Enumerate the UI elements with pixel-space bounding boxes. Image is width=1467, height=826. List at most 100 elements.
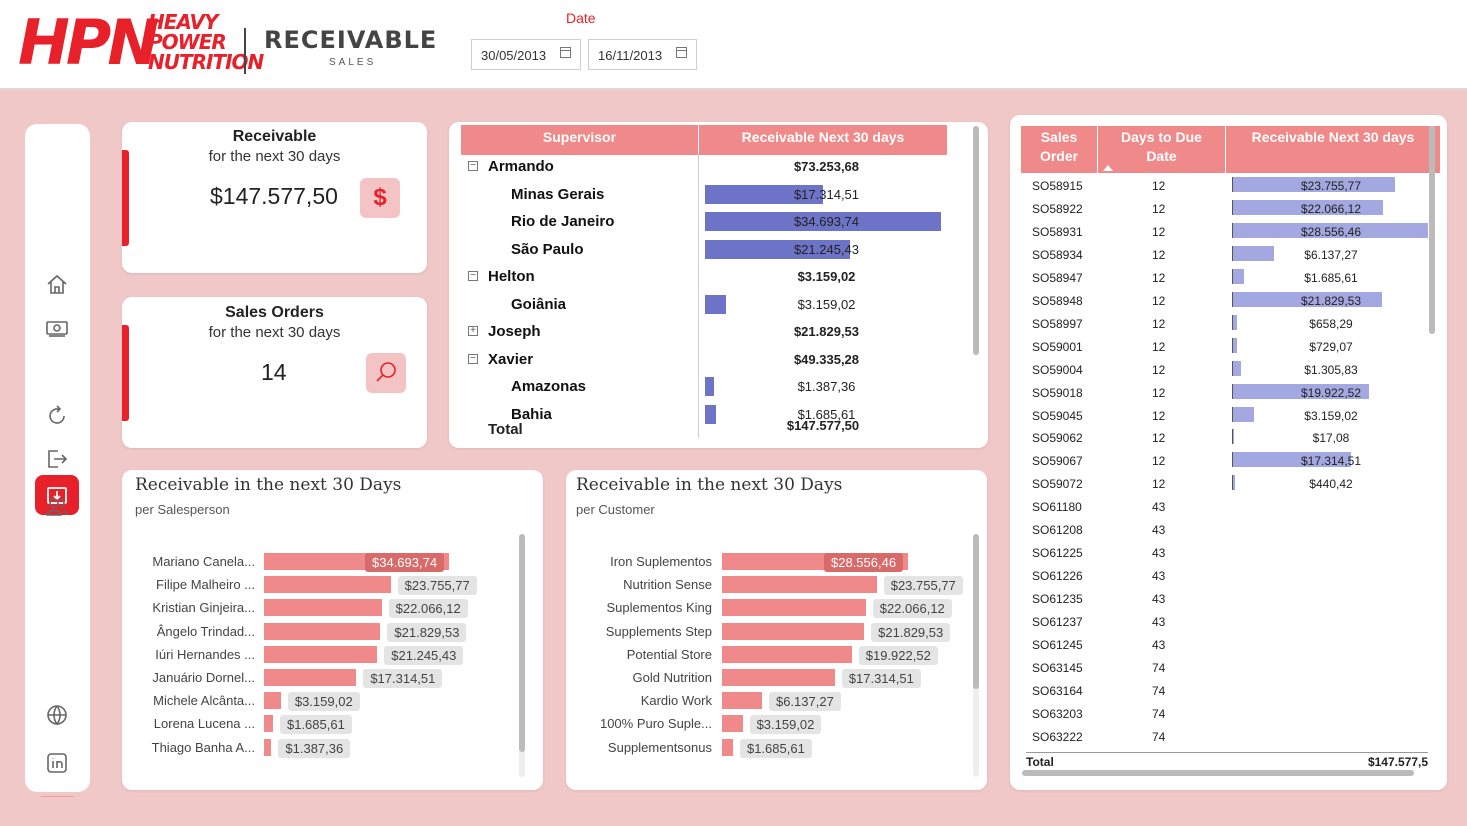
table-row[interactable]: SO63145 74	[1032, 658, 1430, 681]
table-row[interactable]: SO58931 12 $28.556,46	[1032, 222, 1430, 245]
table-row[interactable]: SO59004 12 $1.305,83	[1032, 360, 1430, 383]
matrix-child-row[interactable]: Goiânia $3.159,02	[461, 292, 947, 319]
chart-bar[interactable]	[264, 669, 357, 686]
table-row[interactable]: SO59018 12 $19.922,52	[1032, 383, 1430, 406]
chart-bar[interactable]	[264, 692, 281, 710]
matrix-header-supervisor[interactable]: Supervisor	[461, 125, 698, 155]
chart-bar[interactable]	[722, 738, 733, 756]
home-icon[interactable]	[44, 272, 70, 298]
matrix-child-row[interactable]: Minas Gerais $17.314,51	[461, 182, 947, 209]
table-row[interactable]: SO63164 74	[1032, 681, 1430, 704]
table-row[interactable]: SO58915 12 $23.755,77	[1032, 176, 1430, 199]
table-row[interactable]: SO59045 12 $3.159,02	[1032, 406, 1430, 429]
matrix-group-row[interactable]: − Xavier $49.335,28	[461, 347, 947, 374]
matrix-row-value: $3.159,02	[797, 269, 856, 284]
salesperson-scrollbar[interactable]	[519, 534, 525, 777]
table-row[interactable]: SO61245 43	[1032, 635, 1430, 658]
table-row[interactable]: SO58922 12 $22.066,12	[1032, 199, 1430, 222]
table-row[interactable]: SO59001 12 $729,07	[1032, 337, 1430, 360]
table-row[interactable]: SO58934 12 $6.137,27	[1032, 245, 1430, 268]
chart-bar[interactable]	[264, 622, 381, 640]
table-scrollbar[interactable]	[1429, 126, 1435, 334]
table-row[interactable]: SO58947 12 $1.685,61	[1032, 268, 1430, 291]
table-row[interactable]: SO61225 43	[1032, 543, 1430, 566]
chart-category-label: Kristian Ginjeira...	[152, 600, 255, 616]
table-row[interactable]: SO58948 12 $21.829,53	[1032, 291, 1430, 314]
receivable-bar	[1232, 245, 1275, 261]
sort-ascending-icon[interactable]	[1103, 165, 1113, 171]
table-header-order[interactable]: Sales Order	[1021, 126, 1097, 173]
expand-icon[interactable]: +	[468, 326, 478, 336]
header: HPN HEAVY POWER NUTRITION RECEIVABLE SAL…	[0, 0, 1467, 90]
matrix-group-row[interactable]: − Armando $73.253,68	[461, 154, 947, 181]
matrix-scrollbar-thumb[interactable]	[973, 126, 979, 355]
table-row[interactable]: SO63222 74	[1032, 727, 1430, 750]
chart-bar[interactable]	[722, 599, 866, 617]
table-row[interactable]: SO59067 12 $17.314,51	[1032, 451, 1430, 474]
matrix-child-row[interactable]: São Paulo $21.245,43	[461, 237, 947, 264]
chart-category-label: Ângelo Trindad...	[156, 623, 255, 639]
table-row[interactable]: SO58997 12 $658,29	[1032, 314, 1430, 337]
salesperson-scrollbar-thumb[interactable]	[519, 534, 525, 752]
table-row[interactable]: SO61235 43	[1032, 589, 1430, 612]
date-from-input[interactable]: 30/05/2013	[471, 39, 581, 70]
chart-bar[interactable]	[722, 576, 877, 594]
table-row[interactable]: SO63203 74	[1032, 704, 1430, 727]
chart-bar[interactable]	[264, 645, 378, 663]
receivable-value: $19.922,52	[1300, 385, 1362, 400]
calendar-icon[interactable]	[560, 47, 571, 58]
matrix-child-row[interactable]: Rio de Janeiro $34.693,74	[461, 209, 947, 236]
matrix-child-row[interactable]: Amazonas $1.387,36	[461, 374, 947, 401]
table-header-receivable[interactable]: Receivable Next 30 days	[1226, 126, 1440, 173]
logout-icon[interactable]	[44, 446, 70, 472]
chart-bar[interactable]	[722, 645, 852, 663]
matrix-scrollbar[interactable]	[973, 126, 979, 355]
chart-bar[interactable]	[264, 599, 382, 617]
matrix-data-bar	[705, 212, 941, 231]
globe-icon[interactable]	[44, 702, 70, 728]
chart-subtitle: per Customer	[576, 502, 655, 517]
order-id: SO63203	[1032, 706, 1083, 721]
days-to-due: 12	[1152, 454, 1166, 469]
matrix-child-row[interactable]: Bahia $1.685,61	[461, 402, 947, 429]
order-id: SO61180	[1032, 500, 1082, 515]
date-to-input[interactable]: 16/11/2013	[588, 39, 697, 70]
money-icon[interactable]	[44, 315, 70, 341]
table-row[interactable]: SO61180 43	[1032, 497, 1430, 520]
refresh-icon[interactable]	[44, 403, 70, 429]
users-icon[interactable]	[44, 494, 70, 520]
table-row[interactable]: SO61208 43	[1032, 520, 1430, 543]
table-row[interactable]: SO61237 43	[1032, 612, 1430, 635]
chart-bar[interactable]	[722, 692, 762, 710]
table-row[interactable]: SO59072 12 $440,42	[1032, 474, 1430, 497]
chart-bar[interactable]	[722, 622, 865, 640]
chart-data-label: $6.137,27	[768, 692, 841, 712]
customer-scrollbar[interactable]	[973, 534, 979, 777]
collapse-icon[interactable]: −	[468, 353, 478, 364]
chart-bar[interactable]	[264, 738, 272, 756]
linkedin-icon[interactable]	[44, 750, 70, 776]
collapse-icon[interactable]: −	[468, 161, 478, 171]
matrix-row-value: $17.314,51	[793, 186, 860, 202]
days-to-due: 43	[1152, 615, 1166, 630]
customer-scrollbar-thumb[interactable]	[973, 534, 979, 689]
chart-bar[interactable]	[264, 576, 391, 594]
chart-bar[interactable]	[264, 715, 273, 733]
calendar-icon[interactable]	[676, 47, 687, 58]
days-to-due: 12	[1152, 431, 1166, 446]
order-id: SO58915	[1032, 179, 1083, 193]
matrix-group-row[interactable]: − Helton $3.159,02	[461, 264, 947, 291]
matrix-header-receivable[interactable]: Receivable Next 30 days	[699, 125, 947, 155]
table-header-days[interactable]: Days to Due Date	[1098, 126, 1225, 173]
order-id: SO61226	[1032, 569, 1083, 584]
receivable-icon[interactable]	[44, 482, 70, 508]
matrix-group-row[interactable]: + Joseph $21.829,53	[461, 319, 947, 346]
collapse-icon[interactable]: −	[468, 271, 478, 281]
table-row[interactable]: SO59062 12 $17,08	[1032, 428, 1430, 451]
table-row[interactable]: SO61226 43	[1032, 566, 1430, 589]
kpi-subtitle: for the next 30 days	[208, 148, 341, 165]
chart-bar[interactable]	[722, 715, 743, 733]
table-horizontal-scrollbar[interactable]	[1022, 770, 1414, 776]
chart-bar[interactable]	[722, 669, 835, 686]
table-scrollbar-thumb[interactable]	[1429, 126, 1435, 334]
